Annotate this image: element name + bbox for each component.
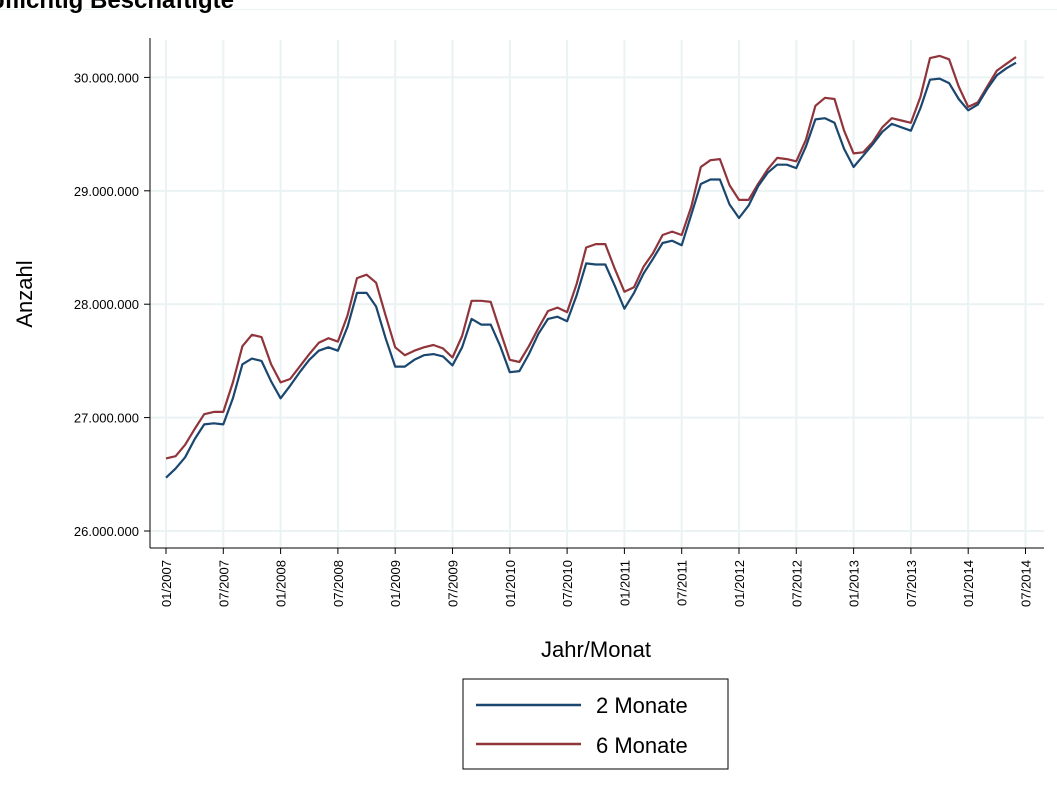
x-tick-label: 01/2014: [961, 560, 976, 607]
x-tick-label: 07/2008: [331, 560, 346, 607]
series-line-2-monate: [165, 61, 1017, 479]
legend-box: [462, 678, 729, 770]
x-tick-label: 07/2012: [789, 560, 804, 607]
series-line-6-monate: [165, 54, 1017, 460]
legend: 2 Monate 6 Monate: [462, 678, 729, 770]
y-tick-label: 29.000.000: [74, 184, 139, 199]
chart-title: ...pflichtig Beschäftigte: [0, 0, 235, 14]
legend-label-2-monate: 2 Monate: [596, 693, 688, 718]
x-tick-label: 07/2011: [675, 560, 690, 606]
axes: 26.000.000 27.000.000 28.000.000 29.000.000…: [74, 38, 1044, 607]
x-tick-label: 07/2007: [216, 560, 231, 607]
x-tick-label: 01/2013: [847, 560, 862, 607]
y-axis-title: Anzahl: [12, 260, 37, 327]
x-axis-title: Jahr/Monat: [541, 637, 651, 662]
x-tick-label: 07/2013: [904, 560, 919, 607]
x-tick-label: 01/2009: [388, 560, 403, 607]
legend-label-6-monate: 6 Monate: [596, 733, 688, 758]
series-lines: [165, 54, 1017, 479]
y-tick-label: 30.000.000: [74, 70, 139, 85]
y-tick-label: 26.000.000: [74, 524, 139, 539]
y-tick-label: 28.000.000: [74, 297, 139, 312]
grid-lines: [150, 40, 1044, 548]
x-tick-label: 07/2014: [1019, 560, 1034, 607]
x-tick-label: 01/2011: [617, 560, 632, 606]
x-tick-label: 01/2010: [503, 560, 518, 607]
y-tick-label: 27.000.000: [74, 411, 139, 426]
top-divider: [0, 9, 1057, 10]
x-tick-label: 07/2010: [560, 560, 575, 607]
x-tick-label: 01/2007: [159, 560, 174, 607]
x-tick-label: 01/2008: [274, 560, 289, 607]
x-tick-label: 07/2009: [446, 560, 461, 607]
x-tick-label: 01/2012: [732, 560, 747, 607]
